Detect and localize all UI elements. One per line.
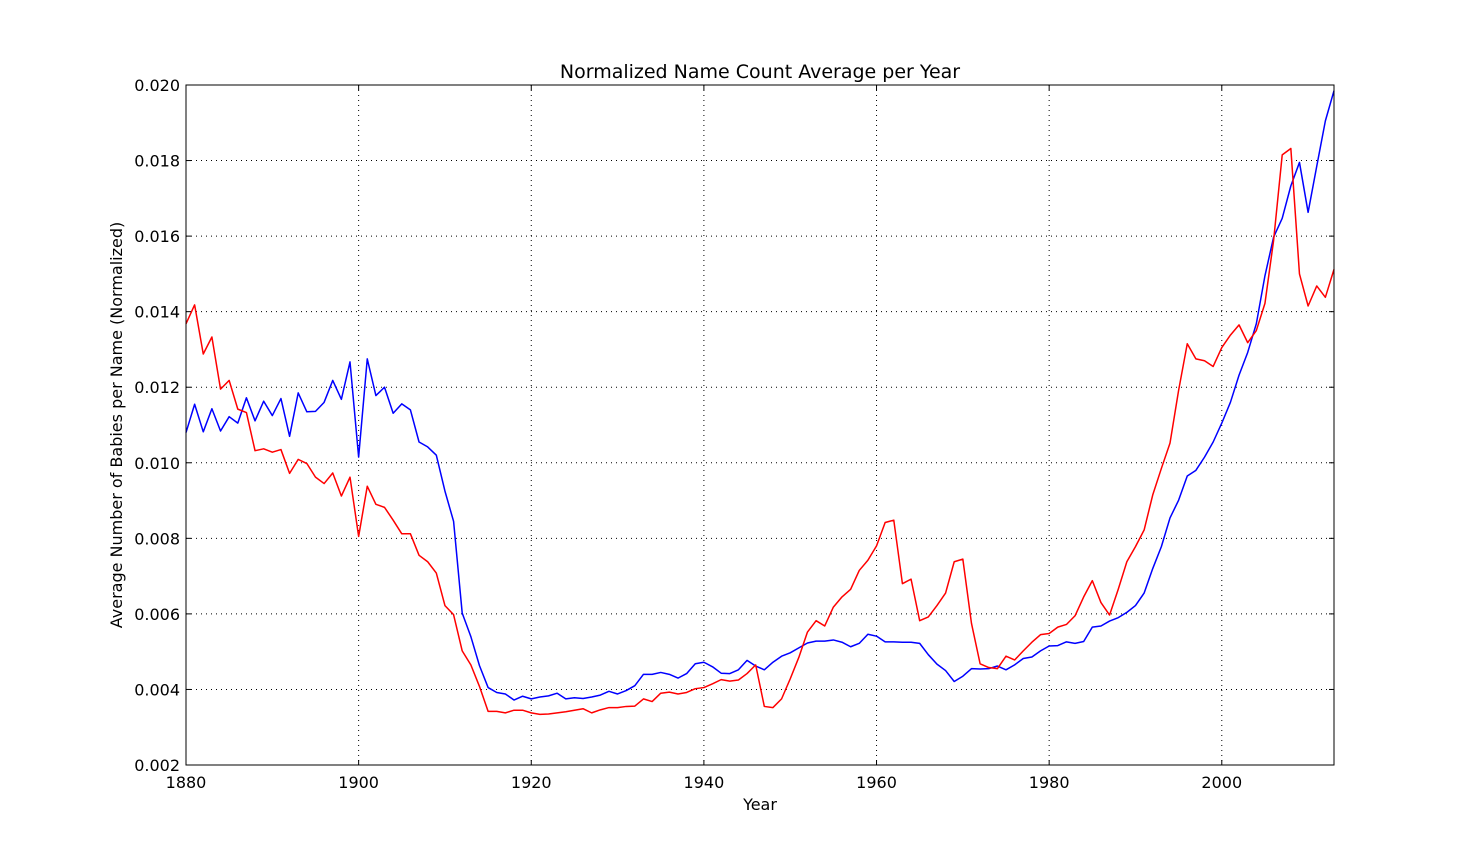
- y-tick-label: 0.012: [134, 378, 180, 397]
- chart-title: Normalized Name Count Average per Year: [560, 61, 960, 83]
- y-tick-label: 0.014: [134, 303, 180, 322]
- x-tick-labels: 1880 1900 1920 1940 1960 1980 2000: [166, 773, 1243, 792]
- x-tick-label: 1880: [166, 773, 207, 792]
- x-tick-label: 1940: [684, 773, 725, 792]
- x-tick-label: 1980: [1029, 773, 1070, 792]
- x-tick-label: 1920: [511, 773, 552, 792]
- series-line-2: [185, 147, 1335, 716]
- y-tick-label: 0.018: [134, 152, 180, 171]
- y-tick-label: 0.002: [134, 756, 180, 775]
- y-tick-labels: 0.002 0.004 0.006 0.008 0.010 0.012 0.014 0.016…: [134, 76, 180, 775]
- y-tick-label: 0.006: [134, 605, 180, 624]
- x-tick-label: 1960: [856, 773, 897, 792]
- y-axis-label: Average Number of Babies per Name (Norma…: [107, 222, 126, 628]
- x-axis-label: Year: [742, 795, 777, 814]
- x-tick-label: 1900: [338, 773, 379, 792]
- y-tick-label: 0.004: [134, 680, 180, 699]
- series-layer: [185, 90, 1335, 716]
- y-tick-label: 0.008: [134, 529, 180, 548]
- y-tick-label: 0.016: [134, 227, 180, 246]
- plot-area-frame: [185, 84, 1335, 766]
- ticks: [185, 84, 1334, 766]
- grid: [186, 85, 1334, 765]
- y-tick-label: 0.020: [134, 76, 180, 95]
- series-line-1: [185, 90, 1335, 701]
- y-tick-label: 0.010: [134, 454, 180, 473]
- x-tick-label: 2000: [1201, 773, 1242, 792]
